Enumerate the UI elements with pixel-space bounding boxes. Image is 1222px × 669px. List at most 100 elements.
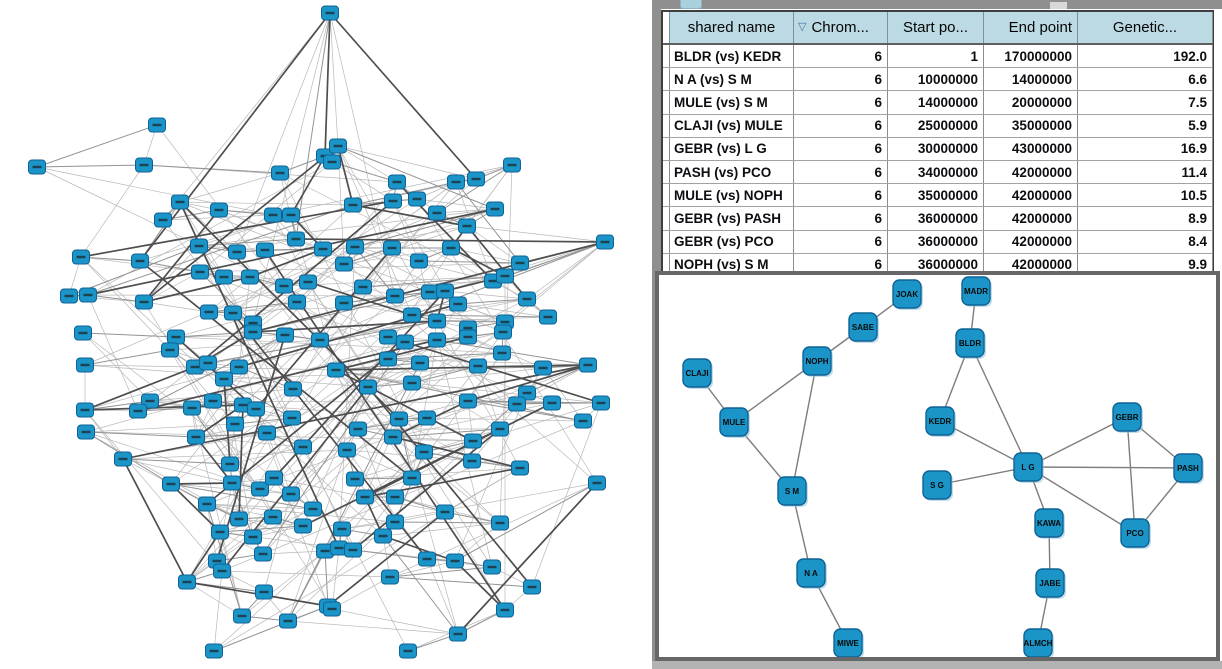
network-edge[interactable] [186, 358, 389, 583]
network-node[interactable] [390, 411, 408, 427]
network-node[interactable] [255, 584, 273, 600]
network-edge[interactable] [337, 145, 413, 316]
network-edge[interactable] [354, 225, 468, 248]
subnetwork-node-s-m[interactable]: S M [777, 476, 808, 507]
network-edge[interactable] [436, 164, 513, 214]
network-edge[interactable] [352, 204, 468, 227]
network-edge[interactable] [354, 246, 396, 297]
network-edge[interactable] [143, 301, 210, 313]
network-node[interactable] [199, 355, 217, 371]
subnetwork-node-noph[interactable]: NOPH [802, 346, 833, 377]
network-edge[interactable] [279, 172, 425, 453]
network-edge[interactable] [327, 511, 446, 607]
network-edge[interactable] [87, 204, 354, 296]
network-node[interactable] [183, 400, 201, 416]
network-edge[interactable] [179, 201, 340, 549]
network-node[interactable] [335, 295, 353, 311]
network-edge[interactable] [436, 208, 496, 214]
network-edge[interactable] [389, 576, 533, 588]
network-node[interactable] [523, 579, 541, 595]
network-node[interactable] [346, 471, 364, 487]
network-edge[interactable] [249, 248, 324, 278]
network-node[interactable] [596, 234, 614, 250]
network-edge[interactable] [290, 155, 326, 216]
network-edge[interactable] [392, 428, 501, 438]
network-node[interactable] [223, 475, 241, 491]
subnetwork-node-claji[interactable]: CLAJI [682, 358, 713, 389]
network-edge[interactable] [84, 212, 438, 366]
network-edge[interactable] [504, 241, 606, 323]
network-node[interactable] [204, 393, 222, 409]
network-node[interactable] [388, 174, 406, 190]
network-edge[interactable] [219, 525, 304, 533]
network-node[interactable] [511, 460, 529, 476]
subnetwork-canvas[interactable]: JOAK MADR SABE BLDR NOPH CLAJI GEBR KEDR MULE PAS… [659, 275, 1216, 657]
network-edge[interactable] [238, 303, 459, 368]
subnetwork-node-kawa[interactable]: KAWA [1034, 508, 1065, 539]
network-node[interactable] [256, 242, 274, 258]
network-node[interactable] [349, 421, 367, 437]
subnetwork-node-s-g[interactable]: S G [922, 470, 953, 501]
network-node[interactable] [447, 174, 465, 190]
network-edge[interactable] [531, 402, 602, 588]
subnetwork-edge[interactable] [969, 342, 1029, 468]
subnetwork-node-pco[interactable]: PCO [1120, 518, 1151, 549]
network-edge[interactable] [208, 303, 459, 313]
network-node[interactable] [210, 202, 228, 218]
network-node[interactable] [379, 351, 397, 367]
network-edge[interactable] [262, 341, 406, 555]
network-edge[interactable] [454, 482, 598, 562]
table-row[interactable]: N A (vs) S M 6 10000000 14000000 6.6 [663, 68, 1213, 92]
network-edge[interactable] [84, 409, 223, 572]
network-node[interactable] [543, 395, 561, 411]
subnetwork-node-mule[interactable]: MULE [719, 407, 750, 438]
network-node[interactable] [411, 355, 429, 371]
network-node[interactable] [190, 238, 208, 254]
network-edge[interactable] [444, 511, 501, 524]
network-node[interactable] [335, 256, 353, 272]
network-edge[interactable] [335, 369, 474, 442]
network-node[interactable] [344, 197, 362, 213]
network-edge[interactable] [195, 436, 233, 484]
network-node[interactable] [442, 240, 460, 256]
network-node[interactable] [436, 283, 454, 299]
network-node[interactable] [346, 239, 364, 255]
network-node[interactable] [415, 444, 433, 460]
network-node[interactable] [161, 342, 179, 358]
network-node[interactable] [76, 402, 94, 418]
network-node[interactable] [579, 357, 597, 373]
network-node[interactable] [329, 138, 347, 154]
network-edge[interactable] [36, 166, 389, 338]
network-node[interactable] [279, 613, 297, 629]
network-node[interactable] [28, 159, 46, 175]
network-node[interactable] [428, 205, 446, 221]
network-node[interactable] [463, 453, 481, 469]
network-edge[interactable] [232, 204, 354, 314]
network-edge[interactable] [526, 364, 589, 394]
network-node[interactable] [428, 313, 446, 329]
network-edge[interactable] [255, 247, 393, 410]
network-node[interactable] [428, 332, 446, 348]
network-node[interactable] [178, 574, 196, 590]
network-node[interactable] [508, 396, 526, 412]
table-row[interactable]: MULE (vs) NOPH 6 35000000 42000000 10.5 [663, 184, 1213, 208]
network-node[interactable] [403, 307, 421, 323]
network-edge[interactable] [191, 407, 231, 465]
network-edge[interactable] [199, 271, 553, 404]
network-edge[interactable] [238, 366, 294, 390]
network-edge[interactable] [80, 256, 384, 537]
network-edge[interactable] [36, 166, 274, 216]
network-node[interactable] [135, 294, 153, 310]
network-edge[interactable] [335, 362, 421, 371]
network-node[interactable] [162, 476, 180, 492]
network-node[interactable] [333, 521, 351, 537]
network-node[interactable] [241, 269, 259, 285]
network-edge[interactable] [186, 581, 243, 617]
network-edge[interactable] [387, 336, 602, 404]
network-node[interactable] [72, 249, 90, 265]
network-node[interactable] [483, 559, 501, 575]
column-header-genetic-distance[interactable]: Genetic... [1078, 12, 1213, 43]
network-node[interactable] [464, 433, 482, 449]
network-edge[interactable] [170, 483, 221, 533]
network-edge[interactable] [36, 124, 158, 168]
